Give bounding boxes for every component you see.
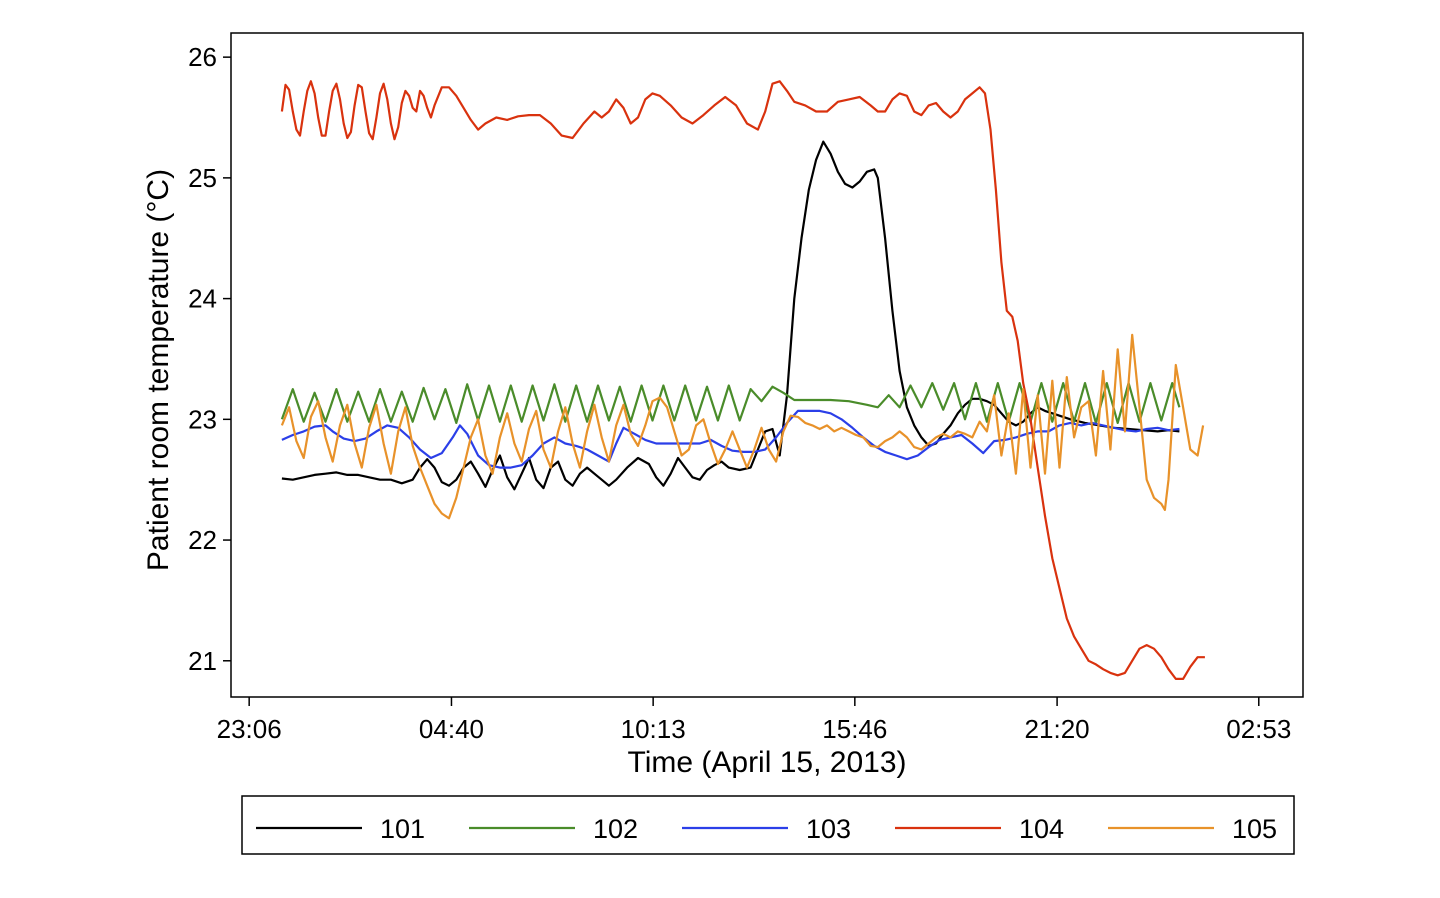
legend-label-105: 105 [1232, 814, 1277, 844]
y-tick-label: 24 [188, 284, 217, 314]
y-axis: 21 22 23 24 25 26 [188, 42, 231, 676]
x-axis-title: Time (April 15, 2013) [628, 746, 907, 779]
y-tick-label: 26 [188, 42, 217, 72]
series-line-105 [280, 333, 1205, 520]
x-tick-label: 15:46 [822, 714, 887, 744]
y-tick-label: 23 [188, 404, 217, 434]
series-line-102 [280, 382, 1181, 424]
x-tick-label: 23:06 [217, 714, 282, 744]
y-tick-label: 22 [188, 525, 217, 555]
x-tick-label: 02:53 [1226, 714, 1291, 744]
legend: 101 102 103 104 105 [241, 795, 1295, 855]
series-line-101 [281, 140, 1180, 491]
y-tick-label: 25 [188, 163, 217, 193]
legend-label-101: 101 [380, 814, 425, 844]
x-tick-label: 04:40 [419, 714, 484, 744]
y-axis-title: Patient room temperature (°C) [142, 169, 175, 571]
legend-label-103: 103 [806, 814, 851, 844]
legend-frame [241, 795, 1295, 855]
legend-label-104: 104 [1019, 814, 1064, 844]
y-tick-label: 21 [188, 646, 217, 676]
plot-frame [230, 32, 1304, 698]
series-layer [280, 80, 1205, 680]
x-axis: 23:06 04:40 10:13 15:46 21:20 02:53 [217, 697, 1291, 744]
series-line-104 [280, 80, 1205, 680]
x-tick-label: 10:13 [621, 714, 686, 744]
legend-label-102: 102 [593, 814, 638, 844]
x-tick-label: 21:20 [1025, 714, 1090, 744]
